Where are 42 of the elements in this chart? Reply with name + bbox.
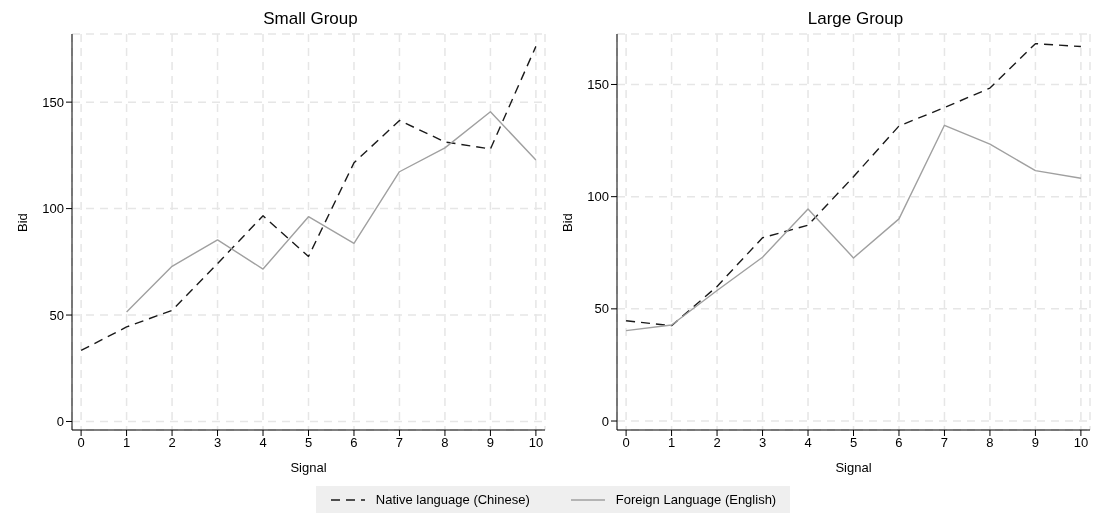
y-tick-label: 50 (594, 301, 609, 317)
chart-title: Large Group (806, 8, 905, 30)
x-tick-label: 4 (259, 435, 267, 451)
y-tick-label: 100 (42, 201, 64, 217)
x-tick-label: 0 (77, 435, 85, 451)
x-tick-label: 8 (441, 435, 449, 451)
legend-label: Foreign Language (English) (615, 492, 777, 507)
x-tick-label: 5 (849, 435, 858, 451)
y-axis-title: Bid (14, 213, 30, 232)
y-tick-label: 50 (49, 307, 64, 323)
x-tick-label: 2 (713, 435, 721, 451)
x-tick-label: 1 (667, 435, 676, 451)
x-tick-label: 9 (1031, 435, 1040, 451)
line-series (625, 42, 1082, 327)
chart-title: Small Group (262, 8, 359, 30)
x-tick-label: 8 (986, 435, 994, 451)
x-tick-label: 6 (895, 435, 903, 451)
x-tick-label: 7 (395, 435, 404, 451)
line-series (125, 111, 537, 313)
y-tick-label: 0 (56, 414, 64, 430)
x-tick-label: 10 (1073, 435, 1089, 451)
y-tick-label: 150 (42, 94, 64, 110)
x-tick-label: 6 (350, 435, 358, 451)
x-tick-label: 10 (528, 435, 544, 451)
legend-label: Native language (Chinese) (375, 492, 530, 507)
x-axis-title: Signal (835, 460, 872, 475)
y-tick-label: 150 (587, 77, 609, 93)
line-series (625, 124, 1082, 332)
x-tick-label: 7 (940, 435, 949, 451)
y-tick-label: 0 (601, 413, 609, 429)
x-tick-label: 2 (168, 435, 176, 451)
x-tick-label: 3 (758, 435, 767, 451)
x-tick-label: 5 (304, 435, 313, 451)
x-tick-label: 3 (213, 435, 222, 451)
x-tick-label: 0 (622, 435, 630, 451)
line-series (80, 45, 537, 352)
x-tick-label: 1 (122, 435, 131, 451)
x-axis-title: Signal (290, 460, 327, 475)
x-tick-label: 4 (804, 435, 812, 451)
y-tick-label: 100 (587, 189, 609, 205)
x-tick-label: 9 (486, 435, 495, 451)
y-axis-title: Bid (559, 213, 575, 232)
